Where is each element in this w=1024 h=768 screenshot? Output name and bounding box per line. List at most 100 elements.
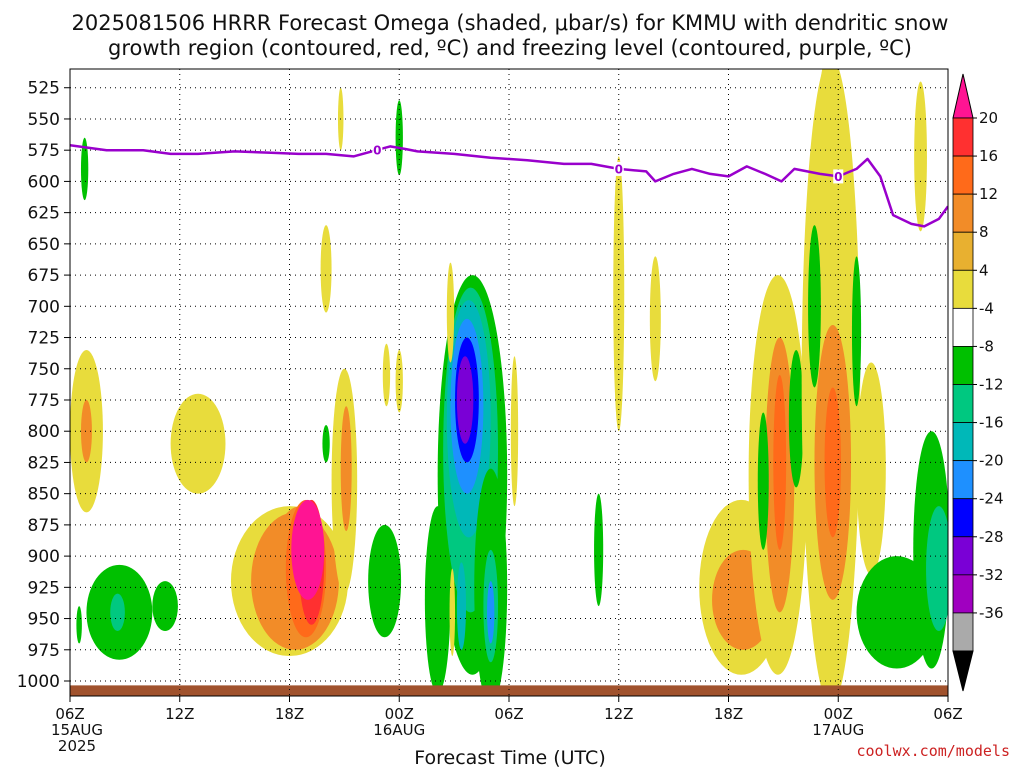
y-tick-label-600: 600: [28, 172, 60, 192]
y-tick-label-725: 725: [28, 329, 60, 349]
x-tick-label-48-0: 06Z: [933, 705, 962, 723]
freezing-level-label-2: 0: [834, 170, 842, 184]
y-tick-label-775: 775: [28, 391, 60, 411]
colorbar-bin-1: [952, 117, 974, 157]
omega-cell-57: [914, 81, 927, 232]
x-tick-label-6-0: 12Z: [165, 705, 194, 723]
freezing-level-line: [70, 143, 948, 228]
colorbar-bin-12: [952, 536, 974, 576]
colorbar-label-2: 12: [979, 185, 998, 203]
colorbar-label-5: -4: [979, 299, 994, 317]
omega-cell-52: [851, 256, 862, 407]
x-tick-label-30-0: 12Z: [604, 705, 633, 723]
omega-cell-49: [824, 387, 841, 538]
x-tick-label-12-0: 18Z: [275, 705, 304, 723]
freezing-label-bg-0: [372, 143, 383, 158]
omega-cell-36: [510, 356, 519, 507]
colorbar-label-3: 8: [979, 223, 989, 241]
colorbar-bin-8: [952, 384, 974, 423]
omega-cell-21: [395, 100, 403, 176]
omega-cell-22: [395, 350, 403, 413]
omega-cell-38: [649, 256, 661, 382]
colorbar-bin-14: [952, 612, 974, 652]
y-tick-label-925: 925: [28, 578, 60, 598]
omega-cell-16: [340, 406, 352, 532]
x-tick-label-24-0: 06Z: [494, 705, 523, 723]
omega-cell-29: [424, 506, 451, 694]
omega-cell-50: [818, 69, 837, 207]
omega-cell-33: [456, 562, 467, 650]
y-tick-label-825: 825: [28, 453, 60, 473]
freezing-level-label-0: 0: [373, 144, 381, 158]
colorbar-bin-6: [952, 307, 974, 347]
omega-cell-7: [170, 393, 226, 494]
y-tick-label-550: 550: [28, 110, 60, 130]
colorbar-bin-2: [952, 155, 974, 195]
omega-cell-46: [788, 350, 804, 488]
colorbar-label-12: -32: [979, 566, 1004, 584]
omega-cell-5: [152, 581, 178, 632]
y-tick-label-800: 800: [28, 422, 60, 442]
colorbar-bin-11: [952, 498, 974, 538]
omega-cell-19: [382, 343, 391, 407]
freezing-label-bg-2: [833, 169, 844, 184]
colorbar-bin-5: [952, 269, 974, 309]
y-tick-label-875: 875: [28, 516, 60, 536]
colorbar-label-0: 20: [979, 109, 998, 127]
ground-band: [70, 685, 948, 696]
omega-cell-51: [808, 225, 821, 388]
y-tick-label-650: 650: [28, 235, 60, 255]
y-tick-label-750: 750: [28, 360, 60, 380]
colorbar-bin-13: [952, 574, 974, 614]
omega-shading: [70, 69, 948, 696]
x-axis-title: Forecast Time (UTC): [414, 747, 605, 768]
colorbar-label-13: -36: [979, 604, 1004, 622]
y-tick-label-900: 900: [28, 547, 60, 567]
y-tick-label-850: 850: [28, 485, 60, 505]
omega-cell-35: [449, 568, 456, 657]
omega-cell-37: [613, 156, 625, 432]
x-tick-label-18-1: 16AUG: [373, 721, 425, 739]
pressure-axis: 525 550 575 600 625 650 675 700 725 750 775 800 825 8…: [17, 79, 70, 692]
freezing-level-contour: 0 0 0: [70, 143, 948, 228]
x-tick-label-36-0: 18Z: [714, 705, 743, 723]
x-tick-label-42-0: 00Z: [824, 705, 853, 723]
omega-cell-1: [80, 399, 92, 463]
omega-cell-34: [446, 262, 455, 363]
x-tick-label-0-2: 2025: [58, 737, 96, 755]
omega-cell-20: [368, 524, 402, 638]
colorbar-bin-10: [952, 460, 974, 500]
omega-cell-39: [594, 493, 604, 607]
y-tick-label-675: 675: [28, 266, 60, 286]
omega-cell-44: [773, 375, 787, 550]
colorbar: 20 16 12 8 4 -4 -8 -12 -16 -20 -24 -28 -32 -36: [952, 73, 1004, 692]
omega-cell-17: [320, 225, 332, 313]
omega-cell-45: [757, 412, 769, 550]
omega-cell-53: [856, 362, 886, 575]
x-tick-label-0-1: 15AUG: [51, 721, 103, 739]
omega-cell-14: [322, 424, 330, 463]
y-tick-label-700: 700: [28, 297, 60, 317]
y-tick-label-525: 525: [28, 79, 60, 99]
colorbar-label-8: -16: [979, 414, 1004, 432]
colorbar-bottom-arrow: [952, 650, 974, 692]
omega-cell-13: [291, 499, 325, 600]
y-tick-label-625: 625: [28, 204, 60, 224]
y-tick-label-1000: 1000: [17, 672, 60, 692]
colorbar-label-1: 16: [979, 147, 998, 165]
y-tick-label-950: 950: [28, 610, 60, 630]
omega-cell-2: [80, 137, 89, 201]
y-tick-label-975: 975: [28, 641, 60, 661]
colorbar-label-7: -12: [979, 376, 1004, 394]
x-tick-label-42-1: 17AUG: [812, 721, 864, 739]
colorbar-label-9: -20: [979, 452, 1004, 470]
freezing-label-bg-1: [613, 161, 624, 176]
credit-text[interactable]: coolwx.com/models: [856, 742, 1010, 760]
colorbar-top-arrow: [952, 73, 974, 119]
colorbar-bin-7: [952, 346, 974, 385]
colorbar-bin-9: [952, 422, 974, 462]
omega-cell-56: [926, 506, 948, 632]
ground-surface: [70, 685, 948, 696]
